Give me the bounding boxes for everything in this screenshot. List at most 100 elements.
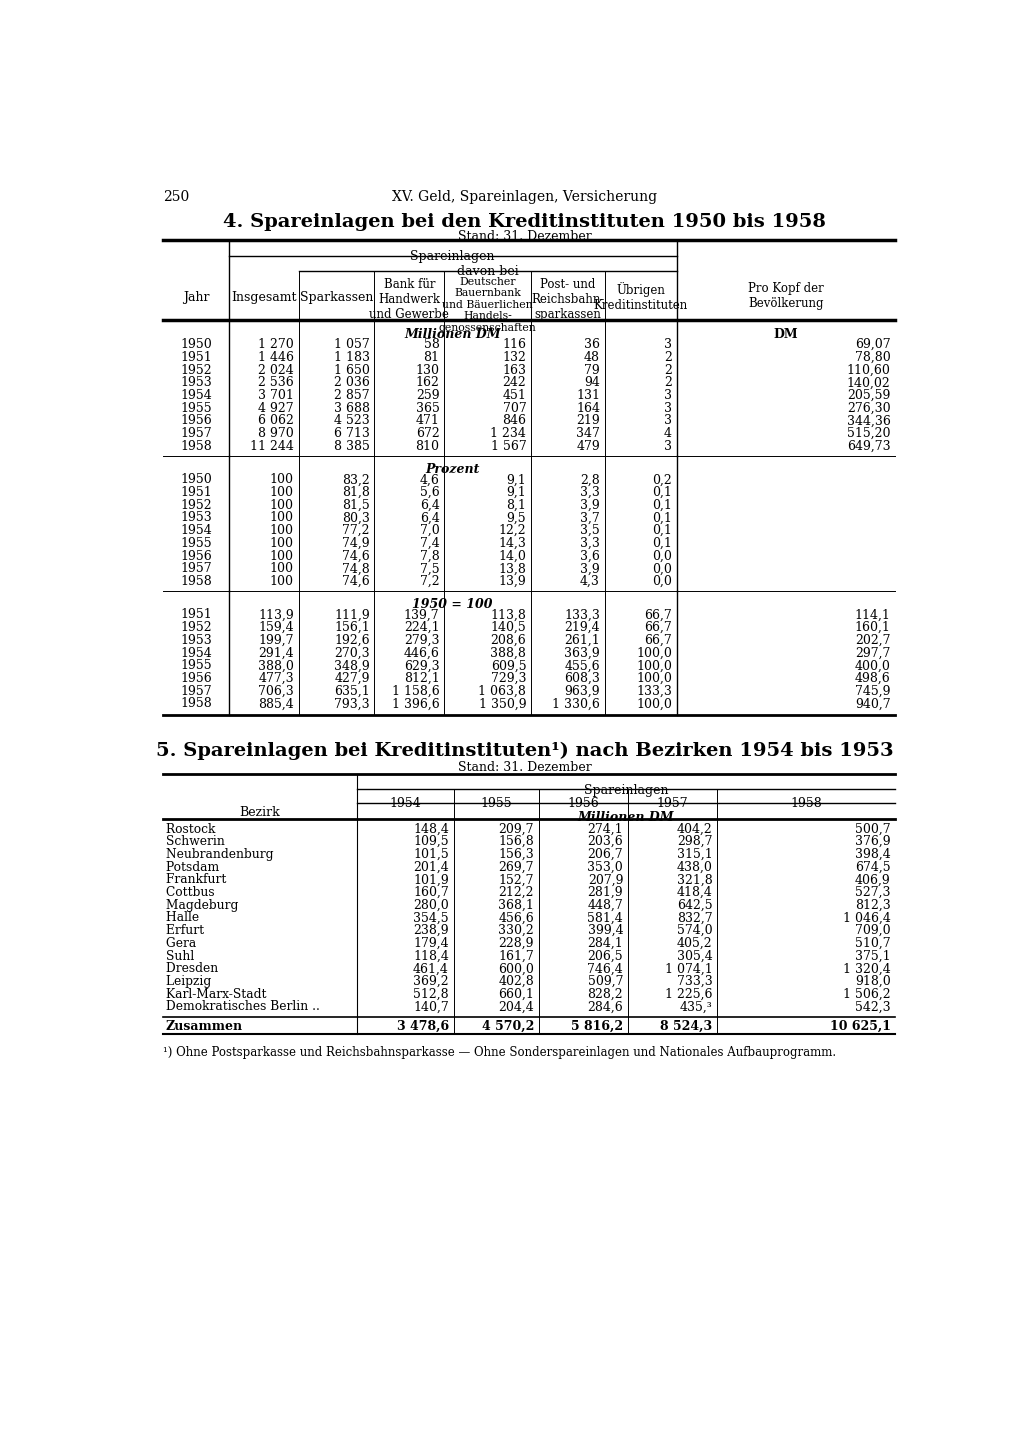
Text: 81: 81 [424,351,439,364]
Text: 6,4: 6,4 [420,499,439,512]
Text: 1 567: 1 567 [490,440,526,453]
Text: 111,9: 111,9 [334,609,370,622]
Text: 204,4: 204,4 [499,1000,535,1013]
Text: 101,9: 101,9 [413,873,449,886]
Text: 3: 3 [664,414,672,427]
Text: 509,7: 509,7 [588,976,624,989]
Text: 707: 707 [503,401,526,414]
Text: 156,8: 156,8 [499,835,535,848]
Text: 36: 36 [584,338,600,351]
Text: Halle: Halle [166,911,250,924]
Text: 4 927: 4 927 [258,401,294,414]
Text: Dresden: Dresden [166,963,261,976]
Text: 1 506,2: 1 506,2 [843,987,891,1000]
Text: 83,2: 83,2 [342,473,370,486]
Text: 77,2: 77,2 [342,524,370,537]
Text: 0,1: 0,1 [652,537,672,550]
Text: 208,6: 208,6 [490,635,526,648]
Text: 1951: 1951 [180,351,212,364]
Text: 1958: 1958 [180,698,212,711]
Text: 828,2: 828,2 [588,987,624,1000]
Text: 368,1: 368,1 [499,899,535,912]
Text: 963,9: 963,9 [564,685,600,698]
Text: 159,4: 159,4 [258,622,294,635]
Text: 164: 164 [575,401,600,414]
Text: 114,1: 114,1 [855,609,891,622]
Text: 8 524,3: 8 524,3 [660,1020,713,1033]
Text: Post- und
Reichsbahn-
sparkassen: Post- und Reichsbahn- sparkassen [531,278,604,321]
Text: Deutscher
Bauernbank
und Bäuerlichen
Handels-
genossenschaften: Deutscher Bauernbank und Bäuerlichen Han… [438,276,537,332]
Text: 3,3: 3,3 [581,486,600,499]
Text: 280,0: 280,0 [413,899,449,912]
Text: Übrigen
Kreditinstituten: Übrigen Kreditinstituten [594,282,688,312]
Text: 284,6: 284,6 [588,1000,624,1013]
Text: 3,3: 3,3 [581,537,600,550]
Text: 515,20: 515,20 [847,427,891,440]
Text: Suhl: Suhl [166,950,245,963]
Text: 270,3: 270,3 [334,646,370,659]
Text: 1955: 1955 [180,401,212,414]
Text: 9,5: 9,5 [507,511,526,524]
Text: 400,0: 400,0 [855,659,891,672]
Text: 376,9: 376,9 [855,835,891,848]
Text: 1953: 1953 [180,511,212,524]
Text: 79: 79 [585,364,600,377]
Text: 284,1: 284,1 [588,937,624,950]
Text: 199,7: 199,7 [258,635,294,648]
Text: 4. Spareinlagen bei den Kreditinstituten 1950 bis 1958: 4. Spareinlagen bei den Kreditinstituten… [223,213,826,230]
Text: Potsdam: Potsdam [166,861,262,873]
Text: XV. Geld, Spareinlagen, Versicherung: XV. Geld, Spareinlagen, Versicherung [392,190,657,204]
Text: 1 446: 1 446 [258,351,294,364]
Text: 179,4: 179,4 [414,937,449,950]
Text: 140,02: 140,02 [847,377,891,390]
Text: 7,5: 7,5 [420,563,439,576]
Text: 4,3: 4,3 [581,576,600,589]
Text: 649,73: 649,73 [847,440,891,453]
Text: 1954: 1954 [180,524,212,537]
Text: Leipzig: Leipzig [166,976,254,989]
Text: Schwerin: Schwerin [166,835,267,848]
Text: 2 036: 2 036 [334,377,370,390]
Text: 100,0: 100,0 [636,698,672,711]
Text: 205,59: 205,59 [847,389,891,401]
Text: 1955: 1955 [480,797,512,810]
Text: 3: 3 [664,401,672,414]
Text: 6,4: 6,4 [420,511,439,524]
Text: 2 536: 2 536 [258,377,294,390]
Text: 427,9: 427,9 [334,672,370,685]
Text: 11 244: 11 244 [250,440,294,453]
Text: 674,5: 674,5 [855,861,891,873]
Text: 354,5: 354,5 [414,911,449,924]
Text: 0,1: 0,1 [652,524,672,537]
Text: 100: 100 [270,524,294,537]
Text: 209,7: 209,7 [499,823,535,836]
Text: 812,1: 812,1 [403,672,439,685]
Text: 388,8: 388,8 [490,646,526,659]
Text: 1956: 1956 [180,672,212,685]
Text: 192,6: 192,6 [334,635,370,648]
Text: 291,4: 291,4 [258,646,294,659]
Text: 1953: 1953 [180,635,212,648]
Text: 69,07: 69,07 [855,338,891,351]
Text: 13,9: 13,9 [499,576,526,589]
Text: 7,2: 7,2 [420,576,439,589]
Text: 74,8: 74,8 [342,563,370,576]
Text: 148,4: 148,4 [413,823,449,836]
Text: 5,6: 5,6 [420,486,439,499]
Text: 130: 130 [416,364,439,377]
Text: 297,7: 297,7 [855,646,891,659]
Text: 261,1: 261,1 [564,635,600,648]
Text: 74,6: 74,6 [342,576,370,589]
Text: 1950: 1950 [180,338,212,351]
Text: 365: 365 [416,401,439,414]
Text: 1 650: 1 650 [334,364,370,377]
Text: 812,3: 812,3 [855,899,891,912]
Text: 100: 100 [270,499,294,512]
Text: 406,9: 406,9 [855,873,891,886]
Text: 81,8: 81,8 [342,486,370,499]
Text: 1 158,6: 1 158,6 [392,685,439,698]
Text: 3,5: 3,5 [581,524,600,537]
Text: 1950: 1950 [180,473,212,486]
Text: Prozent: Prozent [426,463,480,476]
Text: 635,1: 635,1 [334,685,370,698]
